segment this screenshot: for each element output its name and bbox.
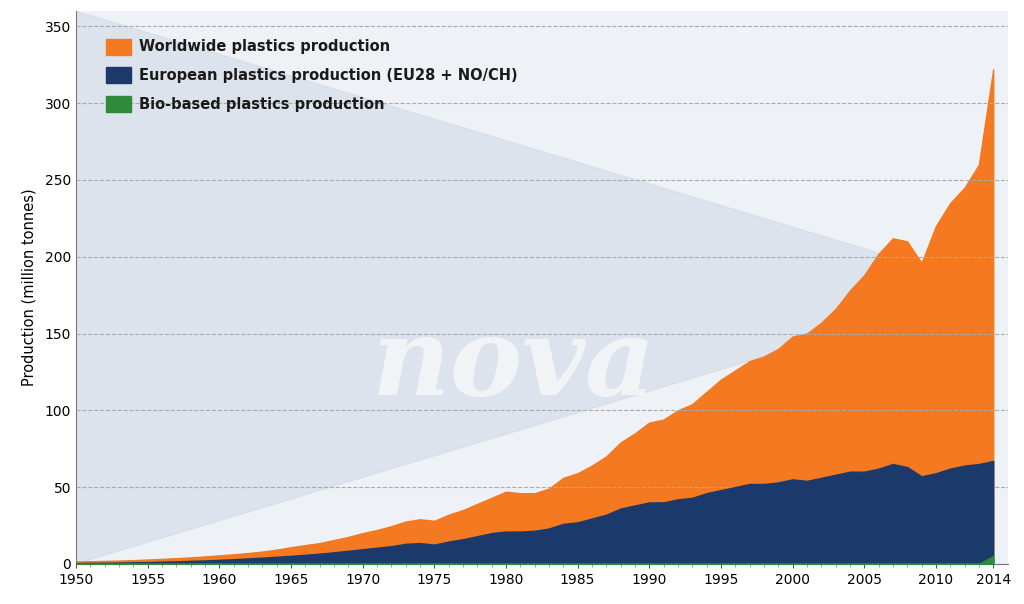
Y-axis label: Production (million tonnes): Production (million tonnes) <box>22 188 36 387</box>
Polygon shape <box>76 11 993 564</box>
Legend: Worldwide plastics production, European plastics production (EU28 + NO/CH), Bio-: Worldwide plastics production, European … <box>101 34 522 116</box>
Text: nova: nova <box>372 312 656 418</box>
